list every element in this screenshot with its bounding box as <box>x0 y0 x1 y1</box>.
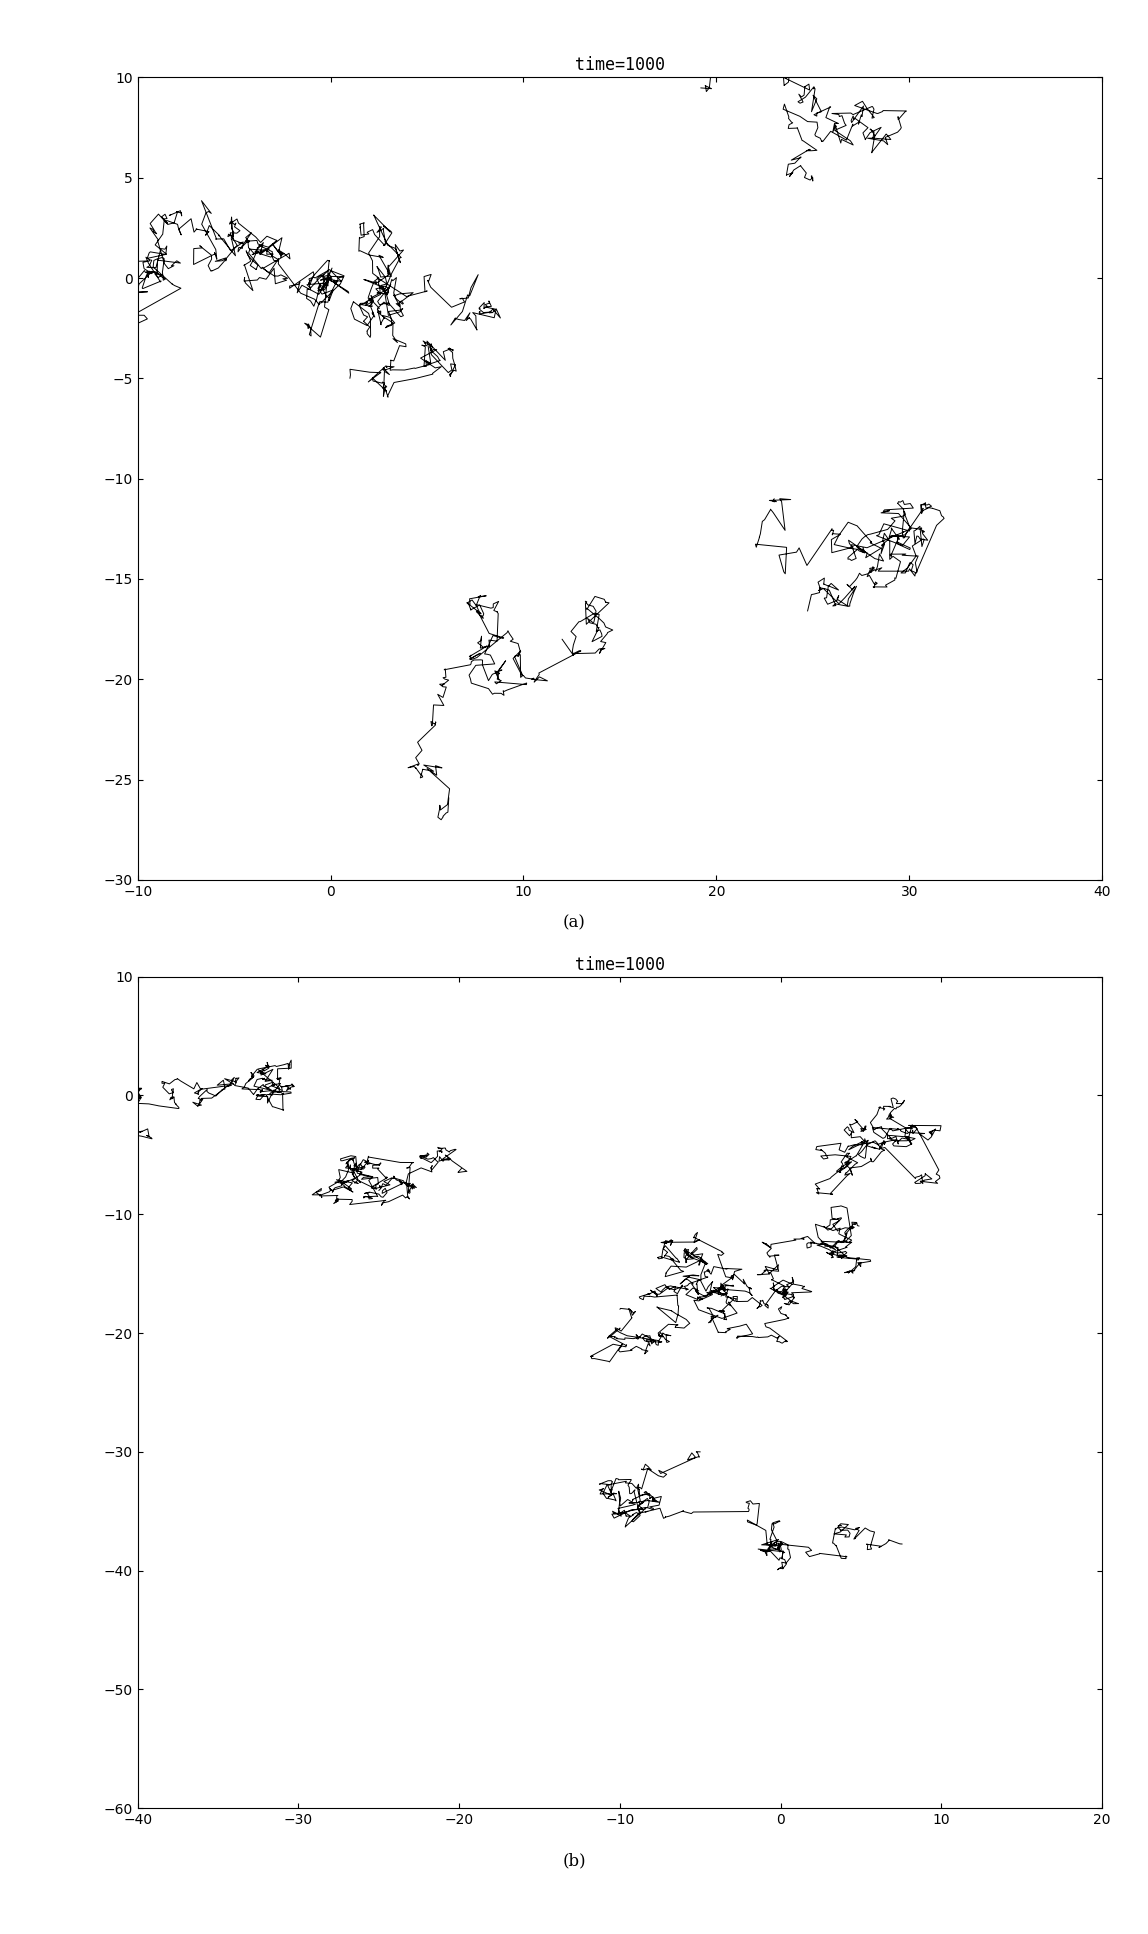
Title: time=1000: time=1000 <box>575 56 665 73</box>
Title: time=1000: time=1000 <box>575 955 665 973</box>
Text: (a): (a) <box>563 915 585 930</box>
Text: (b): (b) <box>563 1853 585 1868</box>
